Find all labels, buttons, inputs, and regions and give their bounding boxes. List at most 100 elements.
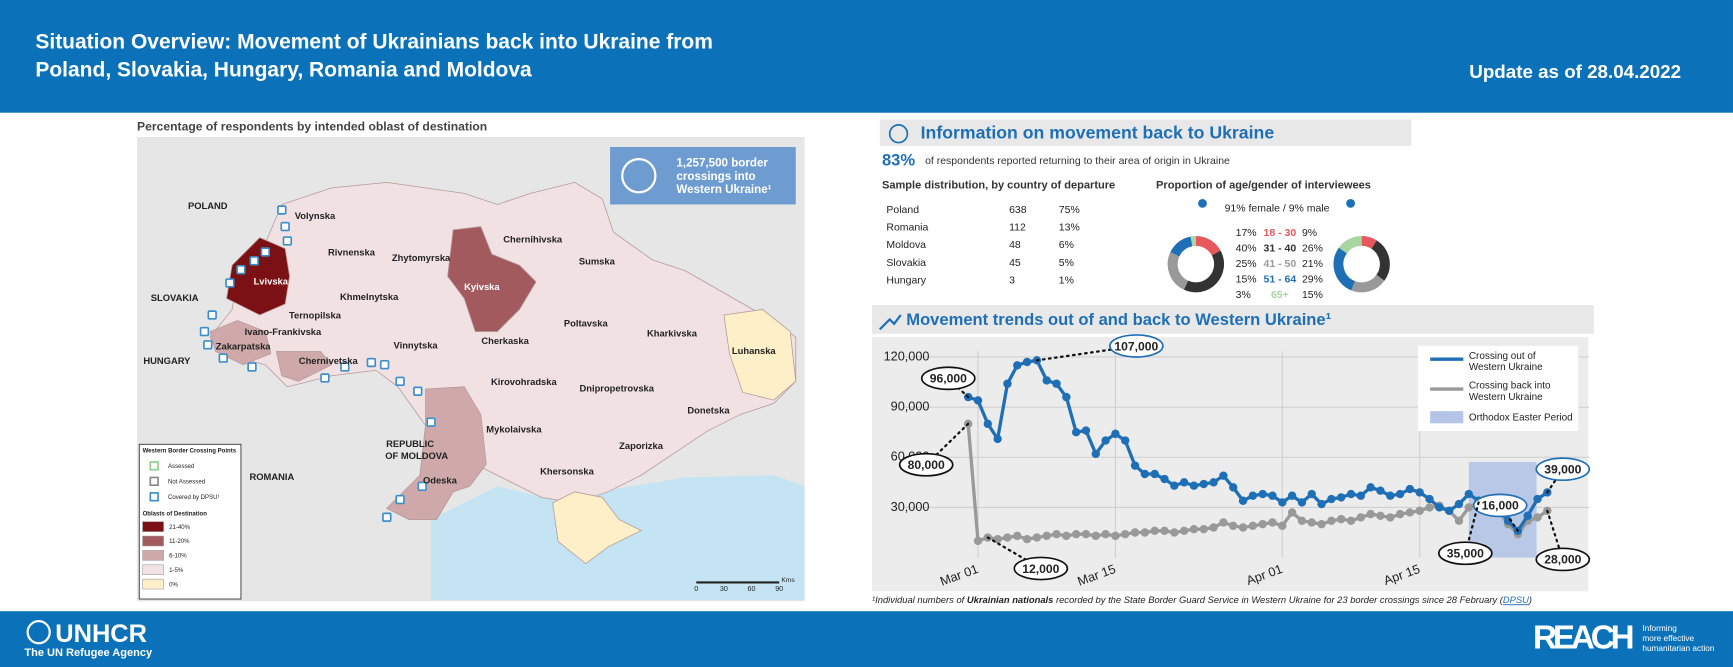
legend-class-label: 21-40% [169,525,191,531]
male-pct: 26% [1302,243,1323,254]
series-point [1464,489,1473,499]
annotation-label: 39,000 [1544,462,1581,476]
oblast-label: Mykolaivska [486,423,542,434]
series-point [1219,518,1228,527]
gender-split: 91% female / 9% male [1225,204,1330,215]
series-point [1307,489,1316,499]
info-title: Information on movement back to Ukraine [921,122,1275,142]
footer-right-sub: humanitarian action [1642,644,1715,653]
series-point [1346,489,1356,499]
legend-point [149,492,159,502]
footnote: ¹Individual numbers of Ukrainian nationa… [872,595,1532,606]
legend-swatch [142,521,164,532]
series-point [1454,499,1464,509]
oblast-label: Zakarpatska [216,341,272,352]
series-point [1101,529,1110,539]
series-point [1081,426,1091,435]
footnote-part: ¹Individual numbers of [872,595,967,606]
crossing-point [379,360,390,370]
crossing-point [395,494,405,505]
update-date: Update as of 28.04.2022 [1469,61,1681,82]
sample-cell: 45 [1009,258,1021,269]
legend-title: Western Border Crossing Points [143,449,237,455]
legend-class-label: 6-10% [169,554,187,560]
series-point [973,536,983,546]
series-point [1111,531,1120,541]
legend-label: Crossing out of Western Ukraine [1469,351,1543,373]
footnote-part: recorded by the State Border Guard Servi… [1053,595,1503,606]
age-title: Proportion of age/gender of interviewees [1156,180,1371,192]
series-point [1336,493,1346,502]
header-title: Situation Overview: Movement of Ukrainia… [35,31,712,54]
female-pct: 3% [1236,290,1251,301]
y-tick-label: 90,000 [891,398,930,413]
series-point [1130,528,1140,537]
age-group: 65+ [1271,290,1289,301]
scale-tick: 0 [694,585,698,593]
legend-swatch [1430,411,1464,424]
series-point [1278,498,1287,507]
trend-title-bar [872,305,1594,334]
scale-tick: 90 [775,585,783,593]
legend-swatch [142,564,164,575]
series-point [1297,516,1307,526]
footnote-part[interactable]: DPSU [1503,595,1529,606]
y-tick-label: 30,000 [891,499,930,514]
sample-cell: 112 [1009,222,1026,233]
header-bar [0,0,1733,113]
country-label: ROMANIA [249,471,294,482]
sample-cell: 638 [1009,205,1027,216]
series-point [1101,436,1110,445]
legend-point-label: Covered by DPSU¹ [168,495,220,501]
sample-cell: 13% [1059,222,1080,233]
trend-title: Movement trends out of and back to Weste… [906,310,1331,329]
annotation-bubble [1535,547,1591,572]
donut-segment [1183,250,1225,293]
legend-point-label: Not Assessed [168,479,205,485]
header-title: Poland, Slovakia, Hungary, Romania and M… [35,58,532,81]
country-label: REPUBLIC [386,438,434,449]
oblast-label: Khersonska [540,465,594,476]
donut-segment [1333,247,1356,291]
legend-label: Orthodox Easter Period [1469,412,1573,423]
series-point [1199,479,1208,489]
sample-cell: Romania [886,222,928,233]
footer-left: UNHCR [55,620,147,648]
legend-class-label: 0% [169,582,178,588]
series-point [1356,491,1366,500]
legend-swatch [142,550,164,561]
scale-tick: 60 [748,585,756,593]
annotation-label: 28,000 [1544,553,1581,567]
series-point [1425,503,1434,512]
footer-bar [0,611,1733,667]
series-point [1415,488,1424,497]
footnote-part: ) [1528,595,1532,606]
donut-segment [1371,240,1390,281]
series-point [1003,379,1012,388]
series-point [1464,503,1473,512]
headline: 83% [882,151,915,170]
banner-icon [621,158,657,194]
series-point [1032,533,1042,542]
male-pct: 21% [1302,259,1323,270]
banner-text: 1,257,500 border [676,157,768,170]
crossing-point [426,417,436,427]
oblast-label: Zhytomyrska [392,252,451,263]
footer-right-sub: more effective [1642,634,1694,643]
series-point [1317,519,1326,529]
series-point [1052,529,1061,539]
oblast-label: Dnipropetrovska [579,383,654,394]
age-group: 31 - 40 [1264,243,1297,254]
series-point [1395,509,1405,519]
series-point [1003,533,1012,542]
series-point [1081,529,1091,539]
series-point [1258,489,1267,499]
oblast-label: Khmelnytska [340,291,399,302]
sample-cell: 5% [1059,258,1074,269]
info-icon [888,124,909,144]
country-label: POLAND [188,200,228,211]
series-point [1356,513,1366,522]
annotation-bubble [1109,334,1164,358]
donut-segment [1170,236,1193,257]
